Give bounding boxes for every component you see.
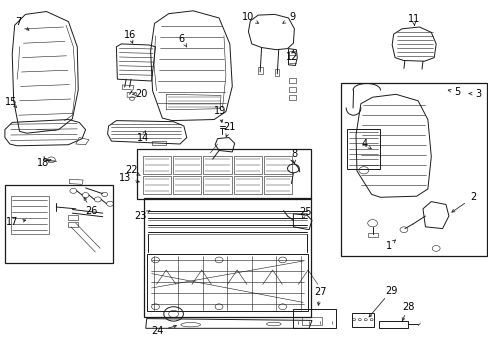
Text: 15: 15 xyxy=(4,96,17,107)
Bar xyxy=(288,78,295,83)
Text: 4: 4 xyxy=(361,139,367,149)
Text: 16: 16 xyxy=(123,30,136,40)
Bar xyxy=(351,313,373,327)
Text: 27: 27 xyxy=(313,287,326,297)
Text: 23: 23 xyxy=(134,211,147,221)
Text: 25: 25 xyxy=(299,207,311,217)
Text: 6: 6 xyxy=(179,34,184,44)
Text: 5: 5 xyxy=(453,87,459,97)
Text: 1: 1 xyxy=(386,240,391,251)
Text: 29: 29 xyxy=(384,286,397,296)
Text: 26: 26 xyxy=(85,206,98,216)
Text: 28: 28 xyxy=(401,302,414,312)
Bar xyxy=(341,83,486,256)
Text: 8: 8 xyxy=(291,149,297,159)
Text: 14: 14 xyxy=(136,132,149,143)
Text: 24: 24 xyxy=(151,326,163,336)
Bar xyxy=(288,87,295,92)
Bar xyxy=(144,198,310,317)
Text: 13: 13 xyxy=(118,173,131,183)
Text: 17: 17 xyxy=(6,217,19,228)
Bar xyxy=(288,95,295,100)
Text: 22: 22 xyxy=(124,165,137,175)
Text: 12: 12 xyxy=(285,52,298,62)
Text: 3: 3 xyxy=(474,89,480,99)
Text: 9: 9 xyxy=(289,12,295,22)
Text: 2: 2 xyxy=(469,192,475,202)
Bar xyxy=(346,129,380,169)
Text: 11: 11 xyxy=(407,14,419,24)
Bar xyxy=(274,69,279,76)
Text: 10: 10 xyxy=(242,12,254,22)
Bar xyxy=(151,141,166,145)
Bar xyxy=(293,309,336,328)
Bar xyxy=(68,215,78,220)
Text: 18: 18 xyxy=(37,158,49,168)
Text: 19: 19 xyxy=(213,106,226,116)
Bar xyxy=(378,321,407,328)
Bar xyxy=(367,233,377,237)
Bar xyxy=(302,317,321,325)
Bar xyxy=(137,149,310,199)
Text: 20: 20 xyxy=(135,89,148,99)
Bar xyxy=(258,67,262,74)
Bar xyxy=(5,185,113,263)
Bar xyxy=(68,222,78,227)
Text: 7: 7 xyxy=(16,17,21,27)
Text: 21: 21 xyxy=(223,122,236,132)
